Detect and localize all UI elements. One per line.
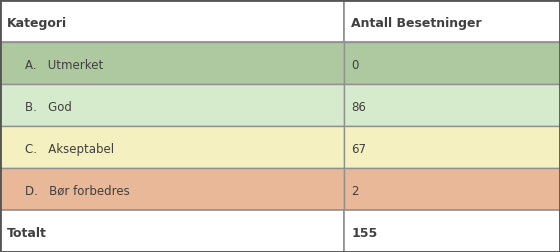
Text: C.   Akseptabel: C. Akseptabel xyxy=(25,143,114,155)
Text: 67: 67 xyxy=(351,143,366,155)
Bar xyxy=(344,126,560,168)
Text: Kategori: Kategori xyxy=(7,17,67,29)
Bar xyxy=(0,168,344,210)
Bar xyxy=(344,210,560,252)
Bar xyxy=(344,84,560,126)
Bar xyxy=(344,0,560,42)
Bar xyxy=(0,126,344,168)
Text: 2: 2 xyxy=(351,185,358,198)
Text: Totalt: Totalt xyxy=(7,227,46,240)
Text: 0: 0 xyxy=(351,59,358,72)
Bar xyxy=(0,84,344,126)
Bar xyxy=(344,42,560,84)
Text: B.   God: B. God xyxy=(25,101,72,114)
Text: 155: 155 xyxy=(351,227,377,240)
Text: 86: 86 xyxy=(351,101,366,114)
Bar xyxy=(0,0,344,42)
Text: Antall Besetninger: Antall Besetninger xyxy=(351,17,482,29)
Bar xyxy=(344,168,560,210)
Bar xyxy=(0,42,344,84)
Bar xyxy=(0,210,344,252)
Text: D.   Bør forbedres: D. Bør forbedres xyxy=(25,185,130,198)
Text: A.   Utmerket: A. Utmerket xyxy=(25,59,104,72)
